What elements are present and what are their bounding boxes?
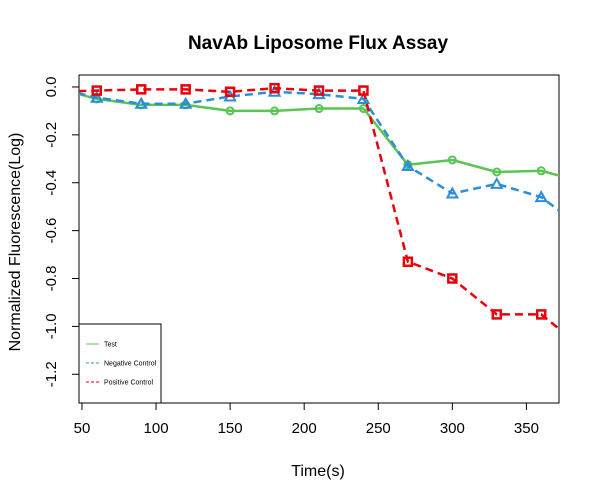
x-tick-label: 50 (74, 420, 91, 437)
x-axis-label: Time(s) (291, 463, 345, 480)
data-point (314, 104, 324, 114)
data-point (492, 167, 502, 177)
chart-title: NavAb Liposome Flux Assay (188, 33, 449, 54)
plot-frame (78, 74, 560, 404)
data-point (358, 85, 369, 96)
series-line-test (79, 92, 559, 177)
y-tick-label: -0.6 (43, 218, 60, 244)
data-point (313, 85, 325, 96)
data-point (490, 176, 504, 189)
data-point (180, 84, 191, 95)
data-point (178, 96, 193, 109)
data-point (135, 84, 147, 95)
data-point (401, 158, 415, 171)
x-tick-label: 350 (514, 420, 539, 437)
legend: Test Negative Control Positive Control (78, 323, 162, 404)
series-layer (79, 82, 559, 331)
legend-entry-label: Positive Control (104, 380, 153, 387)
data-point (491, 309, 503, 320)
data-point (224, 86, 236, 98)
x-tick-label: 200 (292, 420, 317, 437)
y-tick-label: -0.2 (43, 122, 60, 148)
y-tick-label: -1.2 (43, 361, 60, 387)
data-point (269, 82, 280, 94)
data-point (91, 85, 103, 96)
x-tick-label: 250 (366, 420, 391, 437)
data-point (134, 96, 148, 109)
data-point (445, 186, 460, 199)
y-axis-label: Normalized Fluorescence(Log) (7, 133, 24, 352)
x-tick-label: 150 (218, 420, 243, 437)
data-point (534, 190, 548, 203)
legend-entry-label: Test (104, 342, 117, 349)
data-point (90, 90, 104, 103)
data-point (535, 309, 547, 320)
data-point (402, 256, 414, 267)
x-tick-label: 100 (144, 420, 169, 437)
y-tick-label: 0.0 (43, 77, 60, 98)
data-point (270, 106, 280, 116)
data-point (447, 155, 457, 165)
data-point (447, 273, 458, 284)
y-tick-label: -0.8 (43, 266, 60, 292)
series-group (79, 82, 559, 331)
x-tick-label: 300 (440, 420, 465, 437)
legend-entry-label: Negative Control (104, 361, 157, 368)
y-tick-label: -1.0 (43, 313, 60, 339)
data-point (225, 106, 235, 116)
axes: 50 100 150 200 250 300 350 0.0 -0.2 -0.4 -0.6 -0.8 -… (43, 74, 560, 437)
data-point (536, 166, 546, 176)
series-line-positive-control (79, 86, 559, 331)
y-tick-label: -0.4 (43, 170, 60, 196)
